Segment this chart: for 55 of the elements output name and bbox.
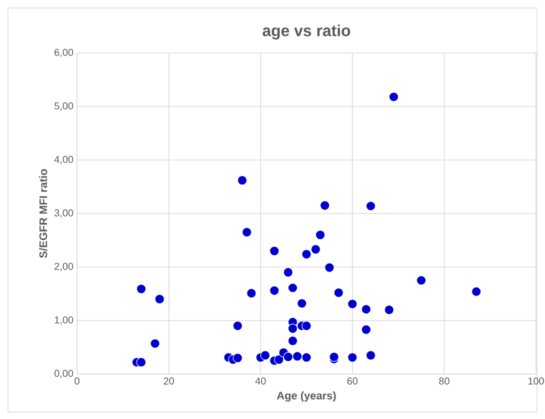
point: [260, 350, 270, 360]
point: [348, 299, 358, 309]
x-tick-label: 80: [439, 378, 450, 385]
point: [416, 275, 426, 286]
point: [154, 294, 165, 304]
point: [150, 338, 160, 348]
point: [471, 286, 482, 297]
point: [297, 298, 307, 308]
point: [288, 282, 298, 293]
y-axis-title: S/EGFR MFI ratio: [39, 169, 48, 258]
point: [288, 336, 298, 346]
y-tick-label: 4,00: [54, 156, 74, 164]
point: [361, 304, 372, 314]
point: [334, 288, 344, 298]
point: [324, 262, 334, 272]
x-axis-title: Age (years): [276, 391, 336, 402]
point: [292, 351, 302, 362]
point: [388, 92, 399, 102]
point: [232, 353, 243, 363]
point: [269, 246, 280, 256]
point: [384, 304, 394, 315]
y-tick-label: 3,00: [54, 209, 74, 218]
x-tick-label: 40: [255, 378, 266, 385]
point: [237, 175, 248, 186]
point: [366, 350, 376, 360]
point: [302, 352, 312, 362]
point: [136, 357, 146, 368]
y-tick-label: 6,00: [54, 48, 74, 58]
point: [283, 267, 294, 278]
y-tick-label: 2,00: [54, 262, 74, 272]
chart-title: age vs ratio: [262, 24, 350, 40]
x-tick-label: 60: [347, 378, 358, 385]
point: [302, 249, 312, 260]
x-tick-label: 20: [164, 378, 174, 385]
point: [242, 227, 252, 238]
y-tick-label: 1,00: [54, 316, 74, 325]
point: [274, 354, 284, 364]
y-tick-label: 5,00: [54, 102, 74, 111]
point: [269, 286, 280, 296]
point: [315, 230, 326, 240]
point: [232, 320, 243, 331]
point: [302, 320, 312, 331]
point: [348, 352, 358, 362]
point: [320, 200, 330, 210]
point: [246, 288, 256, 298]
point: [283, 352, 294, 362]
x-tick-label: 100: [528, 378, 544, 385]
x-tick-label: 0: [74, 378, 80, 385]
point: [136, 284, 146, 294]
point: [288, 324, 298, 334]
y-tick-label: 0,00: [54, 370, 74, 378]
point: [366, 201, 376, 211]
point: [329, 352, 339, 362]
point: [361, 324, 372, 334]
point: [310, 244, 321, 254]
